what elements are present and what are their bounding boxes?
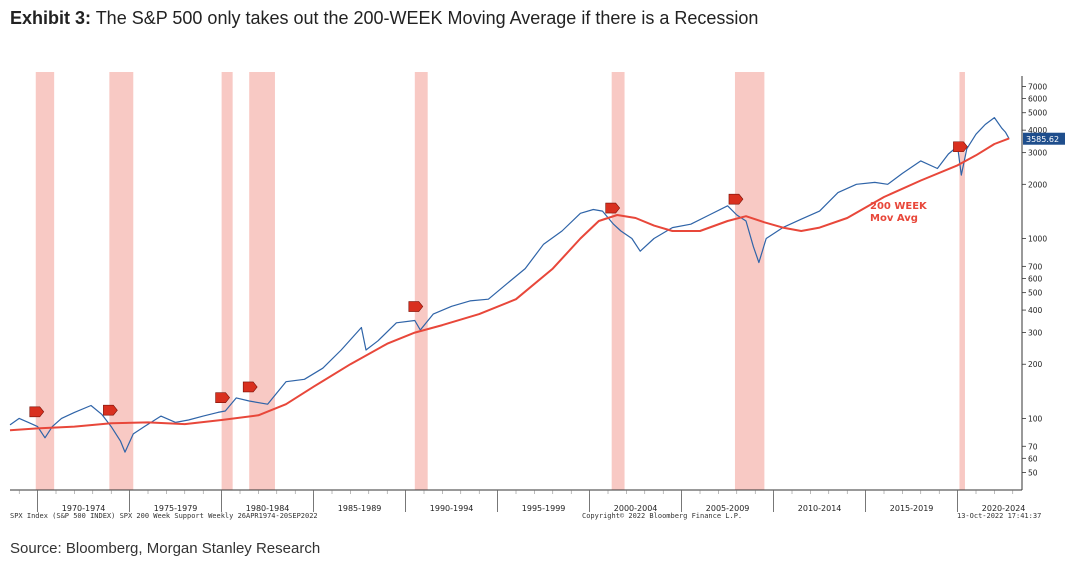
series-lines bbox=[9, 116, 1010, 453]
recession-marker bbox=[728, 193, 744, 205]
recession-marker bbox=[605, 202, 621, 214]
page-title: Exhibit 3: The S&P 500 only takes out th… bbox=[10, 8, 758, 29]
ma-annotation: 200 WEEK Mov Avg bbox=[870, 201, 928, 224]
last-value-badge bbox=[1023, 132, 1065, 145]
x-tick-label: 2000-2004 bbox=[614, 504, 658, 513]
source-note: Source: Bloomberg, Morgan Stanley Resear… bbox=[10, 540, 321, 557]
recession-band bbox=[109, 72, 134, 490]
exhibit-label: Exhibit 3: bbox=[10, 8, 92, 28]
footer-left: SPX Index (S&P 500 INDEX) SPX 200 Week S… bbox=[10, 512, 318, 520]
recession-band bbox=[959, 72, 965, 490]
recession-band bbox=[35, 72, 55, 490]
y-tick-label: 50 bbox=[1028, 469, 1038, 478]
footer-center: Copyright© 2022 Bloomberg Finance L.P. bbox=[582, 512, 743, 520]
y-tick-label: 70 bbox=[1028, 442, 1038, 451]
recession-band bbox=[414, 72, 428, 490]
y-tick-label: 6000 bbox=[1028, 94, 1047, 103]
axes: 1970-1974 1975-1979 1980-1984 1985-1989 1990… bbox=[10, 76, 1065, 513]
x-tick-label: 1985-1989 bbox=[338, 504, 382, 513]
footer-right: 13-Oct-2022 17:41:37 bbox=[957, 512, 1042, 520]
recession-band bbox=[221, 72, 233, 490]
ma-annotation-line2: Mov Avg bbox=[870, 213, 918, 224]
x-tick-label: 2015-2019 bbox=[890, 504, 934, 513]
ma-200-week-line bbox=[9, 137, 1010, 432]
recession-markers bbox=[29, 141, 968, 418]
recession-band bbox=[611, 72, 625, 490]
x-tick-label: 2020-2024 bbox=[982, 504, 1026, 513]
recession-marker bbox=[103, 404, 118, 416]
recession-marker bbox=[215, 392, 230, 403]
recession-band bbox=[734, 72, 765, 490]
y-tick-label: 100 bbox=[1028, 414, 1043, 423]
sp500-line bbox=[9, 116, 1010, 453]
recession-marker bbox=[953, 141, 968, 153]
title-text: The S&P 500 only takes out the 200-WEEK … bbox=[91, 8, 759, 28]
y-tick-label: 2000 bbox=[1028, 180, 1047, 189]
y-tick-label: 700 bbox=[1028, 262, 1043, 271]
y-tick-label: 400 bbox=[1028, 306, 1043, 315]
y-tick-label: 500 bbox=[1028, 289, 1043, 298]
x-tick-label: 1980-1984 bbox=[246, 504, 290, 513]
recession-marker bbox=[408, 301, 424, 312]
y-tick-label: 200 bbox=[1028, 360, 1043, 369]
recession-bands bbox=[35, 72, 965, 490]
y-tick-label: 3000 bbox=[1028, 149, 1047, 158]
y-tick-label: 1000 bbox=[1028, 234, 1047, 243]
y-tick-label: 5000 bbox=[1028, 109, 1047, 118]
y-tick-label: 60 bbox=[1028, 454, 1038, 463]
x-tick-label: 1990-1994 bbox=[430, 504, 474, 513]
x-tick-label: 2010-2014 bbox=[798, 504, 842, 513]
y-tick-label: 7000 bbox=[1028, 82, 1047, 91]
ma-annotation-line1: 200 WEEK bbox=[870, 201, 928, 212]
last-value-label: 3585.62 bbox=[1026, 135, 1059, 144]
x-tick-label: 1995-1999 bbox=[522, 504, 566, 513]
x-tick-label: 1970-1974 bbox=[62, 504, 106, 513]
x-tick-label: 2005-2009 bbox=[706, 504, 750, 513]
y-tick-label: 4000 bbox=[1028, 126, 1047, 135]
recession-marker bbox=[242, 381, 258, 393]
recession-marker bbox=[29, 406, 45, 418]
x-tick-label: 1975-1979 bbox=[154, 504, 198, 513]
recession-band bbox=[249, 72, 275, 490]
y-tick-label: 600 bbox=[1028, 274, 1043, 283]
y-tick-label: 300 bbox=[1028, 329, 1043, 338]
